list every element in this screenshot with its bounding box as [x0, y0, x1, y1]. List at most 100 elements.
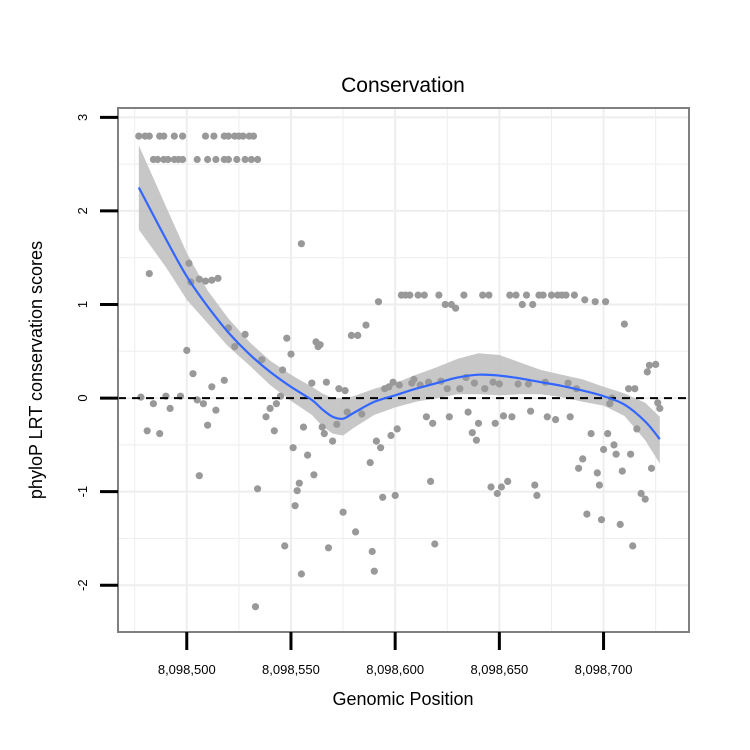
data-point	[595, 481, 604, 489]
data-point	[552, 416, 560, 424]
data-point	[627, 450, 635, 458]
data-point	[562, 291, 570, 299]
data-point	[427, 477, 435, 485]
data-point	[204, 155, 212, 164]
data-point	[470, 379, 478, 387]
data-point	[531, 481, 539, 489]
data-point	[341, 387, 349, 395]
data-point	[358, 410, 366, 418]
data-point	[231, 343, 239, 351]
data-point	[452, 304, 460, 312]
data-point	[547, 291, 556, 299]
data-point	[164, 155, 172, 164]
scatter-points	[135, 132, 664, 611]
data-point	[297, 570, 305, 578]
smooth-line	[137, 186, 661, 440]
data-point	[522, 291, 531, 299]
data-point	[395, 381, 403, 389]
y-tick-label: 1	[75, 301, 90, 308]
data-point	[374, 298, 383, 306]
data-point	[241, 330, 249, 338]
data-point	[166, 404, 174, 412]
data-point	[593, 469, 601, 477]
y-tick-label: -1	[75, 486, 90, 498]
data-point	[479, 291, 487, 299]
data-point	[195, 275, 203, 283]
data-point	[564, 379, 572, 387]
data-point	[625, 385, 633, 393]
data-point	[289, 444, 297, 452]
plot-frame	[117, 107, 690, 633]
data-point	[249, 132, 258, 140]
data-point	[210, 132, 218, 140]
data-point	[299, 423, 308, 431]
data-point	[247, 155, 255, 164]
data-point	[310, 471, 318, 479]
data-point	[220, 376, 228, 384]
data-point	[368, 547, 376, 556]
y-axis-label: phyloP LRT conservation scores	[26, 241, 46, 499]
data-point	[464, 408, 472, 416]
chart-title: Conservation	[341, 74, 465, 97]
data-point	[493, 489, 501, 498]
data-point	[491, 419, 499, 427]
data-point	[316, 341, 324, 349]
data-point	[481, 385, 489, 393]
data-point	[179, 132, 187, 140]
data-point	[456, 385, 464, 393]
x-tick-label: 8,098,600	[366, 662, 424, 677]
data-point	[489, 378, 497, 386]
data-point	[602, 298, 610, 306]
data-point	[333, 420, 341, 428]
data-point	[347, 331, 355, 339]
data-point	[262, 413, 270, 421]
data-point	[643, 368, 651, 376]
data-point	[281, 542, 289, 550]
data-point	[652, 360, 660, 368]
y-tick-label: 0	[75, 394, 90, 401]
data-point	[143, 427, 151, 435]
data-point	[199, 400, 207, 408]
data-point	[435, 291, 443, 299]
data-point	[154, 155, 162, 164]
data-point	[204, 421, 212, 429]
data-point	[420, 291, 428, 299]
data-point	[570, 291, 579, 299]
data-point	[406, 291, 414, 299]
data-point	[295, 479, 303, 487]
data-point	[524, 380, 533, 388]
data-point	[618, 467, 626, 475]
data-point	[654, 399, 662, 407]
data-point	[145, 270, 153, 278]
data-point	[270, 427, 278, 435]
data-point	[241, 155, 249, 164]
data-point	[343, 408, 351, 416]
data-point	[208, 276, 216, 284]
data-point	[591, 298, 599, 306]
data-point	[620, 320, 629, 328]
data-point	[283, 334, 291, 342]
data-point	[318, 423, 326, 431]
data-point	[224, 155, 232, 164]
data-point	[597, 516, 606, 524]
data-point	[287, 350, 295, 358]
data-point	[460, 291, 468, 299]
data-point	[366, 459, 374, 467]
data-point	[645, 361, 654, 369]
data-point	[612, 450, 620, 458]
data-point	[212, 406, 220, 414]
data-point	[304, 451, 312, 459]
data-point	[239, 132, 247, 140]
data-point	[201, 132, 210, 140]
data-point	[497, 483, 505, 491]
data-point	[212, 155, 220, 164]
x-tick-label: 8,098,550	[262, 662, 320, 677]
data-point	[606, 400, 614, 408]
data-point	[372, 437, 380, 445]
data-point	[472, 436, 480, 444]
x-tick-label: 8,098,500	[158, 662, 216, 677]
data-point	[385, 383, 393, 391]
data-point	[633, 425, 641, 433]
data-point	[581, 296, 589, 304]
